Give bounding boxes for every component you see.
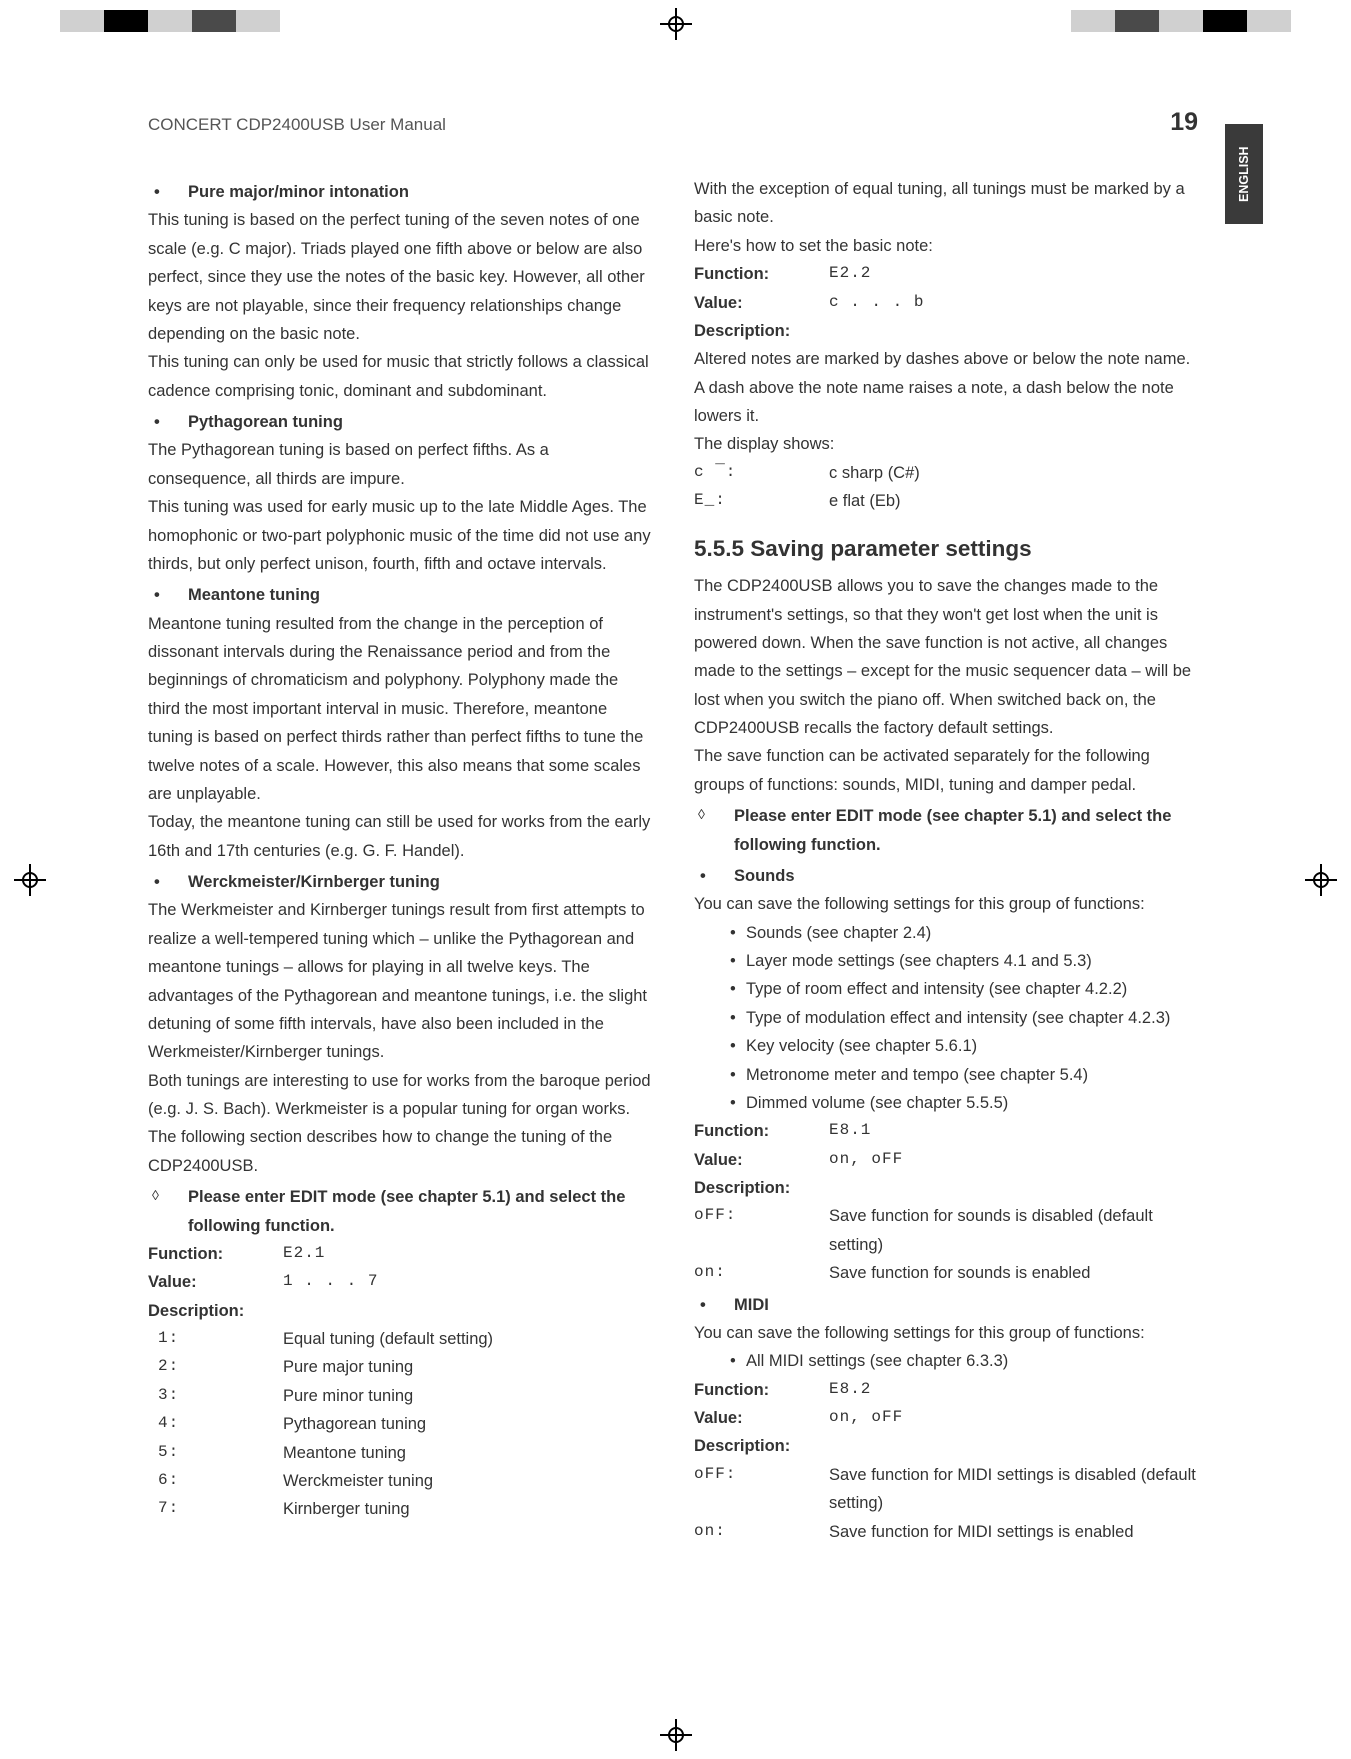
desc-key: 4: xyxy=(148,1410,283,1438)
value-value: 1 . . . 7 xyxy=(283,1268,652,1296)
description-label: Description: xyxy=(694,1432,829,1460)
desc-key: 6: xyxy=(148,1467,283,1495)
desc-value: Save function for sounds is enabled xyxy=(829,1259,1198,1287)
value-value: c . . . b xyxy=(829,289,1198,317)
value-label: Value: xyxy=(148,1268,283,1296)
list-item: Layer mode settings (see chapters 4.1 an… xyxy=(746,947,1092,975)
body-text: This tuning can only be used for music t… xyxy=(148,348,652,405)
print-cross-top xyxy=(660,8,692,40)
body-text: The CDP2400USB allows you to save the ch… xyxy=(694,572,1198,742)
body-text: With the exception of equal tuning, all … xyxy=(694,175,1198,232)
left-column: •Pure major/minor intonation This tuning… xyxy=(148,175,652,1546)
desc-key: oFF: xyxy=(694,1461,829,1518)
display-value: e flat (Eb) xyxy=(829,487,1198,515)
body-text: Altered notes are marked by dashes above… xyxy=(694,345,1198,430)
display-key: c ¯: xyxy=(694,459,829,487)
body-text: This tuning is based on the perfect tuni… xyxy=(148,206,652,348)
desc-value: Save function for MIDI settings is enabl… xyxy=(829,1518,1198,1546)
tuning-heading: Pythagorean tuning xyxy=(188,408,343,436)
desc-value: Save function for MIDI settings is disab… xyxy=(829,1461,1198,1518)
body-text: You can save the following settings for … xyxy=(694,890,1198,918)
body-text: This tuning was used for early music up … xyxy=(148,493,652,578)
list-item: All MIDI settings (see chapter 6.3.3) xyxy=(746,1347,1008,1375)
desc-key: 3: xyxy=(148,1382,283,1410)
list-item: Metronome meter and tempo (see chapter 5… xyxy=(746,1061,1088,1089)
body-text: The display shows: xyxy=(694,430,1198,458)
function-value: E8.1 xyxy=(829,1117,1198,1145)
desc-value: Save function for sounds is disabled (de… xyxy=(829,1202,1198,1259)
manual-title: CONCERT CDP2400USB User Manual xyxy=(148,115,446,135)
body-text: The save function can be activated separ… xyxy=(694,742,1198,799)
desc-key: on: xyxy=(694,1518,829,1546)
tuning-heading: Meantone tuning xyxy=(188,581,320,609)
body-text: Meantone tuning resulted from the change… xyxy=(148,610,652,809)
language-tab: ENGLISH xyxy=(1225,124,1263,224)
section-heading: 5.5.5 Saving parameter settings xyxy=(694,530,1198,569)
list-item: Dimmed volume (see chapter 5.5.5) xyxy=(746,1089,1008,1117)
list-item: Key velocity (see chapter 5.6.1) xyxy=(746,1032,977,1060)
desc-value: Pure minor tuning xyxy=(283,1382,652,1410)
midi-heading: MIDI xyxy=(734,1291,769,1319)
page-content: CONCERT CDP2400USB User Manual 19 ENGLIS… xyxy=(148,108,1198,1546)
desc-key: 2: xyxy=(148,1353,283,1381)
body-text: The Werkmeister and Kirnberger tunings r… xyxy=(148,896,652,1066)
body-text: Both tunings are interesting to use for … xyxy=(148,1067,652,1124)
description-label: Description: xyxy=(148,1297,283,1325)
print-cross-right xyxy=(1305,864,1337,896)
desc-key: 1: xyxy=(148,1325,283,1353)
body-text: You can save the following settings for … xyxy=(694,1319,1198,1347)
body-text: The Pythagorean tuning is based on perfe… xyxy=(148,436,652,493)
value-value: on, oFF xyxy=(829,1404,1198,1432)
tuning-heading: Werckmeister/Kirnberger tuning xyxy=(188,868,440,896)
function-label: Function: xyxy=(694,1376,829,1404)
display-value: c sharp (C#) xyxy=(829,459,1198,487)
desc-value: Kirnberger tuning xyxy=(283,1495,652,1523)
desc-value: Pythagorean tuning xyxy=(283,1410,652,1438)
sounds-heading: Sounds xyxy=(734,862,795,890)
description-label: Description: xyxy=(694,1174,829,1202)
function-value: E8.2 xyxy=(829,1376,1198,1404)
display-key: E_: xyxy=(694,487,829,515)
value-label: Value: xyxy=(694,1146,829,1174)
desc-key: oFF: xyxy=(694,1202,829,1259)
edit-instruction: Please enter EDIT mode (see chapter 5.1)… xyxy=(188,1183,652,1240)
function-value: E2.2 xyxy=(829,260,1198,288)
value-label: Value: xyxy=(694,1404,829,1432)
value-label: Value: xyxy=(694,289,829,317)
page-header: CONCERT CDP2400USB User Manual 19 xyxy=(148,108,1198,137)
print-cross-left xyxy=(14,864,46,896)
list-item: Sounds (see chapter 2.4) xyxy=(746,919,931,947)
desc-key: 5: xyxy=(148,1439,283,1467)
function-label: Function: xyxy=(148,1240,283,1268)
body-text: Here's how to set the basic note: xyxy=(694,232,1198,260)
body-text: Today, the meantone tuning can still be … xyxy=(148,808,652,865)
right-column: With the exception of equal tuning, all … xyxy=(694,175,1198,1546)
function-value: E2.1 xyxy=(283,1240,652,1268)
desc-key: on: xyxy=(694,1259,829,1287)
tuning-heading: Pure major/minor intonation xyxy=(188,178,409,206)
function-label: Function: xyxy=(694,1117,829,1145)
function-label: Function: xyxy=(694,260,829,288)
value-value: on, oFF xyxy=(829,1146,1198,1174)
body-text: The following section describes how to c… xyxy=(148,1123,652,1180)
desc-value: Werckmeister tuning xyxy=(283,1467,652,1495)
print-cross-bottom xyxy=(660,1719,692,1751)
desc-key: 7: xyxy=(148,1495,283,1523)
list-item: Type of room effect and intensity (see c… xyxy=(746,975,1127,1003)
page-number: 19 xyxy=(1170,108,1198,137)
desc-value: Meantone tuning xyxy=(283,1439,652,1467)
desc-value: Pure major tuning xyxy=(283,1353,652,1381)
edit-instruction: Please enter EDIT mode (see chapter 5.1)… xyxy=(734,802,1198,859)
description-label: Description: xyxy=(694,317,829,345)
desc-value: Equal tuning (default setting) xyxy=(283,1325,652,1353)
list-item: Type of modulation effect and intensity … xyxy=(746,1004,1170,1032)
